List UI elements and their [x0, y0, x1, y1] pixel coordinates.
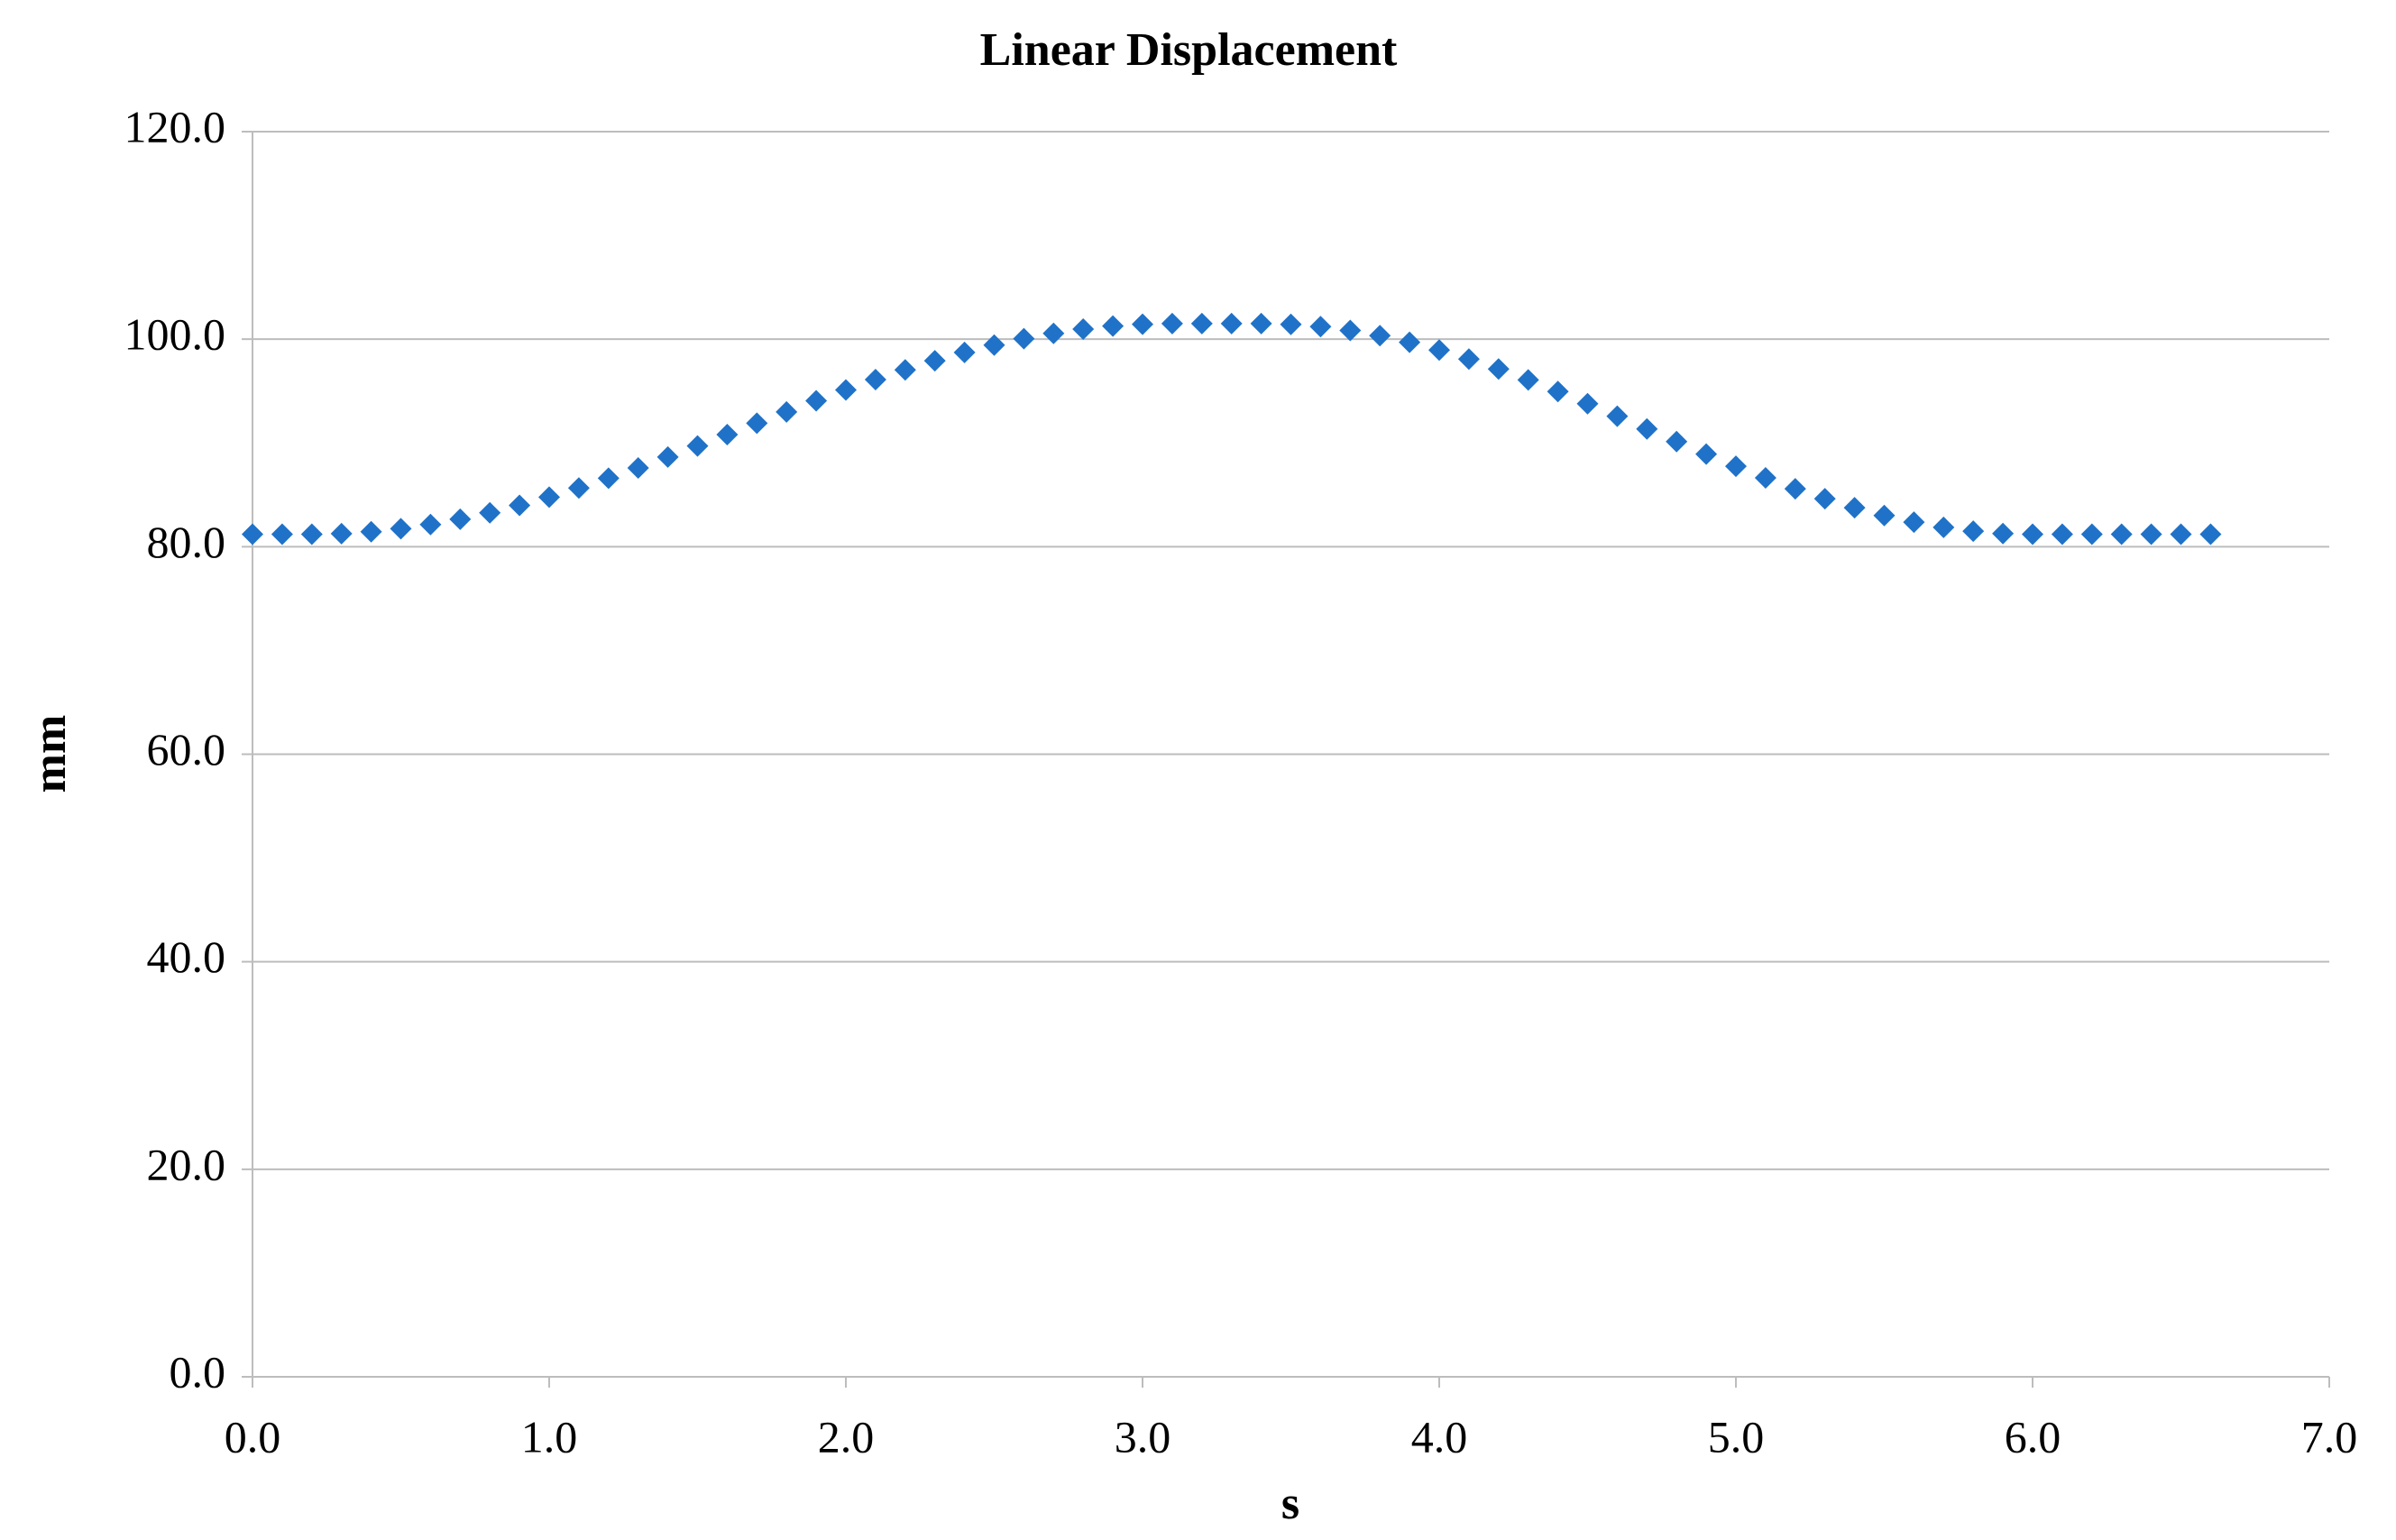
point: [835, 379, 857, 401]
point: [1873, 504, 1896, 527]
x-tick-label: 7.0: [2301, 1411, 2358, 1462]
y-tick-label: 100.0: [124, 309, 226, 360]
point: [746, 412, 768, 435]
point: [597, 467, 620, 490]
point: [923, 350, 946, 372]
point: [1132, 313, 1153, 335]
point: [2080, 523, 2103, 545]
point: [1072, 318, 1095, 341]
x-tick-label: 5.0: [1708, 1411, 1765, 1462]
point: [1250, 312, 1272, 335]
point: [864, 369, 886, 391]
x-axis-label: s: [1281, 1478, 1299, 1529]
point: [1813, 488, 1836, 510]
point: [1784, 478, 1806, 500]
point: [330, 522, 353, 545]
point: [390, 518, 412, 540]
y-tick-label: 20.0: [147, 1139, 226, 1189]
point: [1636, 417, 1658, 440]
point: [1666, 430, 1688, 453]
point: [1962, 520, 1985, 543]
point: [1339, 319, 1362, 342]
point: [2199, 523, 2222, 545]
point: [1487, 358, 1510, 380]
y-tick-label: 40.0: [147, 931, 226, 982]
point: [300, 523, 323, 545]
x-tick-label: 1.0: [521, 1411, 578, 1462]
point: [656, 445, 679, 468]
point: [1399, 331, 1421, 353]
point: [716, 424, 739, 446]
point: [1309, 316, 1332, 338]
point: [2170, 523, 2192, 545]
point: [1576, 392, 1599, 415]
point: [567, 477, 590, 500]
point: [1428, 339, 1450, 362]
y-tick-label: 80.0: [147, 517, 226, 567]
y-axis-label: mm: [24, 715, 76, 793]
point: [449, 508, 472, 530]
point: [2110, 523, 2133, 545]
y-tick-label: 0.0: [170, 1346, 226, 1397]
point: [538, 486, 560, 509]
chart-title: Linear Displacement: [980, 24, 1398, 76]
point: [271, 523, 293, 545]
point: [419, 513, 442, 536]
point: [1992, 522, 2015, 545]
point: [805, 390, 828, 412]
point: [1161, 312, 1183, 335]
point: [627, 456, 649, 479]
x-tick-label: 6.0: [2005, 1411, 2061, 1462]
point: [1220, 312, 1243, 335]
point: [1042, 322, 1065, 344]
point: [894, 359, 916, 381]
point: [1517, 369, 1539, 391]
y-tick-label: 60.0: [147, 724, 226, 775]
point: [1754, 467, 1776, 490]
point: [776, 400, 798, 423]
point: [360, 520, 382, 543]
point: [2051, 523, 2073, 545]
point: [1932, 516, 1955, 538]
point: [1695, 443, 1718, 465]
point: [1013, 327, 1035, 350]
point: [1725, 455, 1747, 478]
x-tick-label: 0.0: [225, 1411, 281, 1462]
point: [242, 523, 263, 545]
point: [1457, 348, 1480, 371]
point: [1547, 380, 1569, 403]
point: [1190, 312, 1213, 335]
point: [983, 334, 1005, 356]
point: [1102, 315, 1125, 337]
point: [1903, 511, 1925, 534]
x-tick-label: 3.0: [1115, 1411, 1171, 1462]
y-tick-label: 120.0: [124, 101, 226, 151]
point: [2140, 523, 2162, 545]
point: [1369, 325, 1391, 347]
point: [686, 435, 709, 457]
point: [1280, 313, 1302, 335]
point: [1606, 405, 1629, 427]
point: [509, 494, 531, 517]
point: [953, 341, 976, 363]
point: [1843, 497, 1866, 519]
x-tick-label: 4.0: [1411, 1411, 1468, 1462]
point: [2022, 523, 2043, 545]
x-tick-label: 2.0: [818, 1411, 875, 1462]
point: [479, 501, 501, 524]
